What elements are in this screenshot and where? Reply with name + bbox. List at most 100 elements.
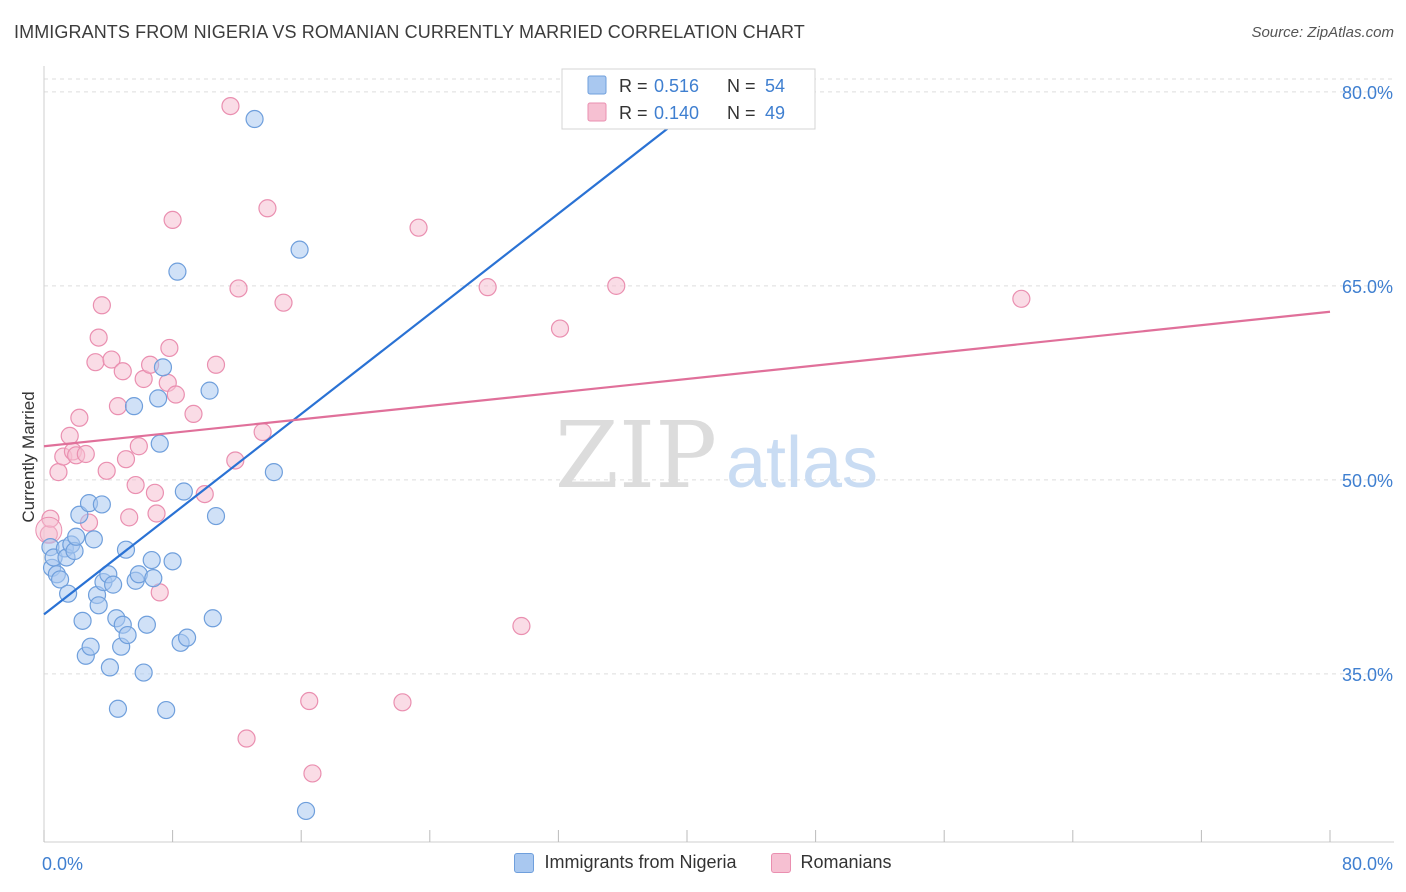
watermark-zip: ZIP bbox=[555, 402, 717, 509]
romanians-point bbox=[221, 96, 240, 116]
legend-n-label-romanians: N = bbox=[727, 103, 756, 123]
nigeria-point bbox=[108, 699, 128, 718]
series-legend-swatch-nigeria bbox=[514, 852, 535, 873]
nigeria-points bbox=[41, 89, 697, 821]
x-tick-label: 80.0% bbox=[1342, 854, 1393, 874]
nigeria-trend-line bbox=[43, 100, 704, 616]
nigeria-point bbox=[73, 611, 92, 630]
romanians-point bbox=[147, 504, 166, 523]
x-tick-label: 0.0% bbox=[42, 854, 83, 874]
romanians-point bbox=[303, 764, 322, 783]
romanians-point bbox=[195, 484, 214, 504]
romanians-point bbox=[41, 509, 60, 528]
nigeria-point bbox=[149, 389, 168, 408]
romanians-point bbox=[478, 278, 497, 297]
legend-n-label-nigeria: N = bbox=[727, 76, 756, 96]
stats-legend: R = 0.516 N = 54 R = 0.140 N = 49 bbox=[561, 68, 816, 130]
nigeria-point bbox=[200, 381, 219, 400]
nigeria-point bbox=[203, 609, 222, 628]
romanians-point bbox=[258, 199, 277, 218]
romanians-trend-line bbox=[43, 310, 1331, 448]
romanians-point bbox=[409, 218, 428, 237]
romanians-point bbox=[92, 296, 111, 315]
romanians-point bbox=[86, 353, 105, 372]
axis-layer: 35.0% 50.0% 65.0% 80.0% 0.0% 80.0% bbox=[42, 66, 1394, 874]
series-legend-label-romanians: Romanians bbox=[800, 852, 892, 872]
nigeria-point bbox=[157, 700, 176, 720]
nigeria-point bbox=[206, 506, 226, 526]
y-tick-label: 35.0% bbox=[1342, 665, 1393, 685]
nigeria-point bbox=[118, 625, 137, 645]
legend-swatch-nigeria bbox=[587, 75, 607, 95]
romanians-point bbox=[550, 319, 570, 338]
nigeria-point bbox=[92, 495, 111, 514]
romanians-point bbox=[76, 444, 95, 464]
legend-swatch-romanians bbox=[587, 102, 607, 122]
romanians-point bbox=[116, 450, 136, 469]
romanians-point bbox=[206, 355, 226, 374]
romanians-point bbox=[49, 463, 68, 482]
nigeria-point bbox=[70, 505, 89, 524]
romanians-point bbox=[229, 279, 248, 298]
y-tick-label: 80.0% bbox=[1342, 83, 1393, 103]
romanians-point bbox=[108, 397, 128, 416]
y-tick-label: 50.0% bbox=[1342, 471, 1393, 491]
trend-lines bbox=[43, 100, 1331, 616]
source-credit: Source: ZipAtlas.com bbox=[1251, 24, 1394, 41]
romanians-point bbox=[300, 691, 319, 711]
romanians-point bbox=[166, 385, 185, 404]
nigeria-point bbox=[163, 552, 182, 571]
nigeria-point bbox=[100, 658, 120, 677]
chart-title: IMMIGRANTS FROM NIGERIA VS ROMANIAN CURR… bbox=[14, 22, 805, 42]
nigeria-point bbox=[67, 527, 86, 546]
legend-r-value-nigeria: 0.516 bbox=[654, 76, 699, 96]
nigeria-point bbox=[177, 628, 197, 647]
nigeria-point bbox=[104, 575, 123, 594]
series-legend-swatch-romanians bbox=[770, 852, 791, 873]
romanians-point bbox=[274, 293, 293, 312]
nigeria-point bbox=[150, 434, 169, 453]
romanians-point bbox=[120, 508, 139, 527]
nigeria-point bbox=[134, 663, 153, 682]
romanians-point bbox=[253, 422, 272, 442]
romanians-point bbox=[145, 483, 165, 502]
nigeria-point bbox=[174, 482, 193, 501]
series-legend-label-nigeria: Immigrants from Nigeria bbox=[544, 852, 737, 872]
watermark-atlas: atlas bbox=[726, 423, 878, 503]
romanians-point bbox=[113, 362, 132, 381]
nigeria-point bbox=[50, 570, 70, 589]
nigeria-point bbox=[137, 615, 156, 634]
romanians-point bbox=[512, 616, 531, 636]
romanians-point bbox=[237, 729, 256, 748]
romanians-point bbox=[70, 408, 89, 427]
y-axis-label: Currently Married bbox=[19, 391, 38, 522]
nigeria-point bbox=[296, 801, 316, 821]
romanians-point bbox=[607, 276, 626, 295]
series-legend-romanians[interactable]: Romanians bbox=[770, 852, 892, 873]
nigeria-point bbox=[142, 550, 161, 570]
romanians-point bbox=[393, 693, 412, 712]
legend-r-label-nigeria: R = bbox=[619, 76, 648, 96]
romanians-point bbox=[184, 404, 203, 424]
nigeria-point bbox=[153, 358, 173, 377]
nigeria-point bbox=[168, 262, 187, 281]
romanians-points bbox=[35, 96, 1031, 783]
romanians-point bbox=[89, 328, 108, 347]
series-legend-nigeria[interactable]: Immigrants from Nigeria bbox=[514, 852, 737, 873]
nigeria-point bbox=[144, 569, 163, 588]
nigeria-point bbox=[264, 463, 283, 482]
nigeria-point bbox=[245, 109, 264, 129]
romanians-point bbox=[1012, 289, 1031, 308]
nigeria-point bbox=[290, 240, 309, 259]
romanians-point bbox=[97, 461, 116, 480]
nigeria-point bbox=[84, 530, 103, 549]
legend-n-value-romanians: 49 bbox=[765, 103, 785, 123]
romanians-point bbox=[102, 350, 121, 369]
nigeria-point bbox=[124, 397, 144, 416]
watermark: ZIP atlas bbox=[555, 402, 878, 509]
nigeria-point bbox=[89, 596, 108, 615]
legend-r-value-romanians: 0.140 bbox=[654, 103, 699, 123]
romanians-point bbox=[160, 338, 179, 358]
y-tick-label: 65.0% bbox=[1342, 277, 1393, 297]
